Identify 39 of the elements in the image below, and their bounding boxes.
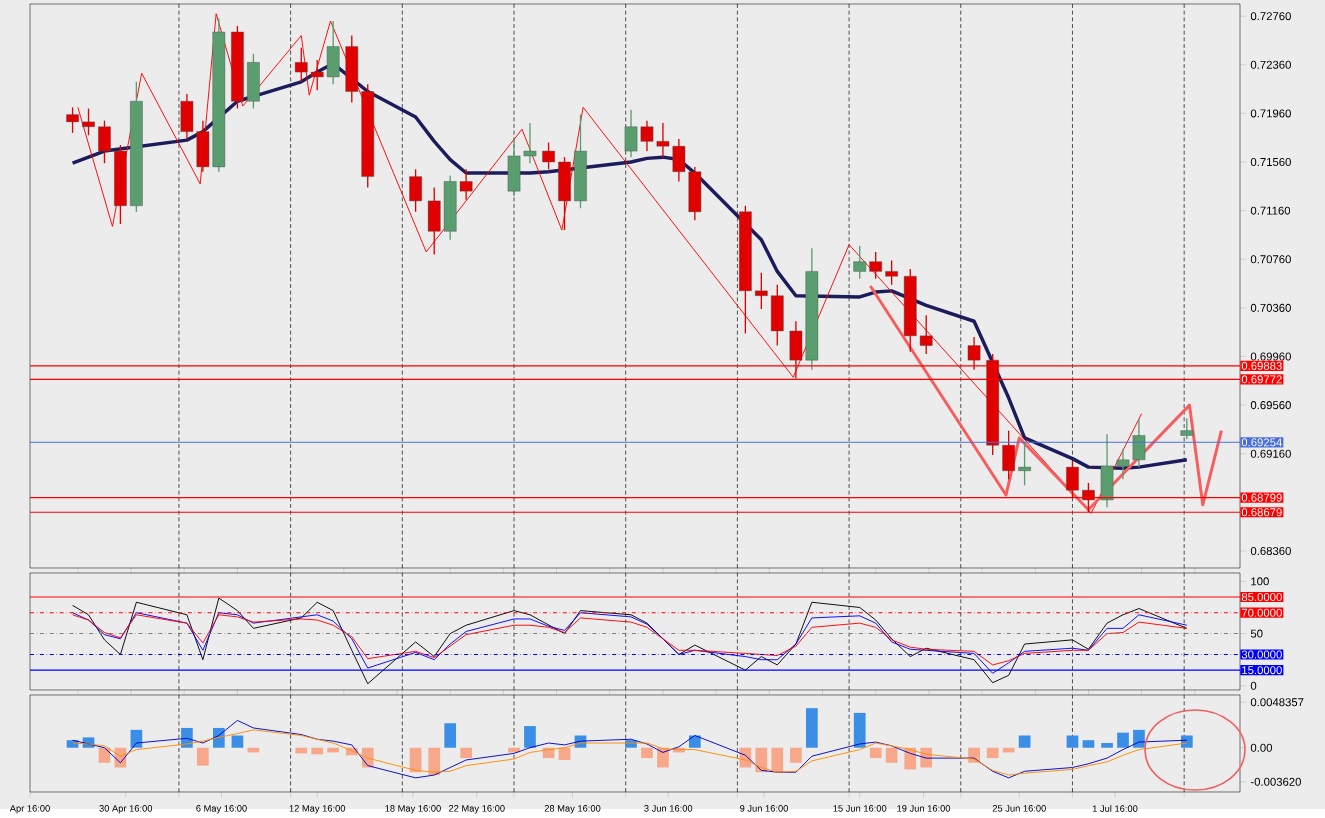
x-tick-label: 9 Jun 16:00 <box>740 805 788 812</box>
y-tick-label: 0.72760 <box>1250 12 1291 21</box>
ref-line-label: 15.0000 <box>1242 666 1282 675</box>
y-tick-label: -0.003620 <box>1250 777 1301 786</box>
x-tick-label: 22 May 16:00 <box>448 805 505 814</box>
y-tick-label: 0.00 <box>1250 743 1273 752</box>
ref-line-label: 30.0000 <box>1241 650 1282 659</box>
x-tick-label: 15 Jun 16:00 <box>833 805 887 812</box>
x-tick-label: 3 Jun 16:00 <box>644 805 693 812</box>
x-tick-label: 30 Apr 16:00 <box>99 805 153 814</box>
y-tick-label: 100 <box>1251 577 1269 586</box>
ref-line-label: 0.69772 <box>1241 375 1282 384</box>
x-tick-label: 25 Jun 16:00 <box>992 805 1046 812</box>
ref-line-label: 0.68679 <box>1241 508 1282 517</box>
y-tick-label: 0.69160 <box>1250 449 1291 458</box>
y-tick-label: 0.68360 <box>1250 546 1291 555</box>
y-tick-label: 0 <box>1250 681 1257 690</box>
x-tick-label: 6 May 16:00 <box>196 805 247 814</box>
x-tick-label: 1 Jul 16:00 <box>1092 805 1138 812</box>
y-tick-label: 0.71560 <box>1250 158 1291 167</box>
ref-line-label: 70.0000 <box>1241 608 1282 617</box>
ref-line-label: 0.69254 <box>1241 438 1282 447</box>
y-tick-label: 50 <box>1250 629 1263 638</box>
y-tick-label: 0.71160 <box>1250 206 1291 215</box>
x-tick-label: 18 May 16:00 <box>385 805 441 814</box>
x-tick-label: Apr 16:00 <box>9 805 50 814</box>
x-tick-label: 12 May 16:00 <box>289 805 346 814</box>
y-tick-label: 0.69560 <box>1250 401 1291 410</box>
ref-line-label: 0.68799 <box>1241 493 1282 502</box>
y-tick-label: 0.0048357 <box>1250 698 1304 707</box>
y-tick-label: 0.69960 <box>1250 352 1291 361</box>
ref-line-label: 85.0000 <box>1241 593 1282 602</box>
y-tick-label: 0.72360 <box>1250 60 1291 69</box>
y-tick-label: 0.70360 <box>1250 303 1291 312</box>
x-tick-label: 28 May 16:00 <box>544 805 601 814</box>
y-tick-label: 0.71960 <box>1250 109 1291 118</box>
x-tick-label: 19 Jun 16:00 <box>897 805 951 812</box>
y-tick-label: 0.70760 <box>1250 255 1291 264</box>
ref-line-label: 0.69883 <box>1241 361 1282 370</box>
